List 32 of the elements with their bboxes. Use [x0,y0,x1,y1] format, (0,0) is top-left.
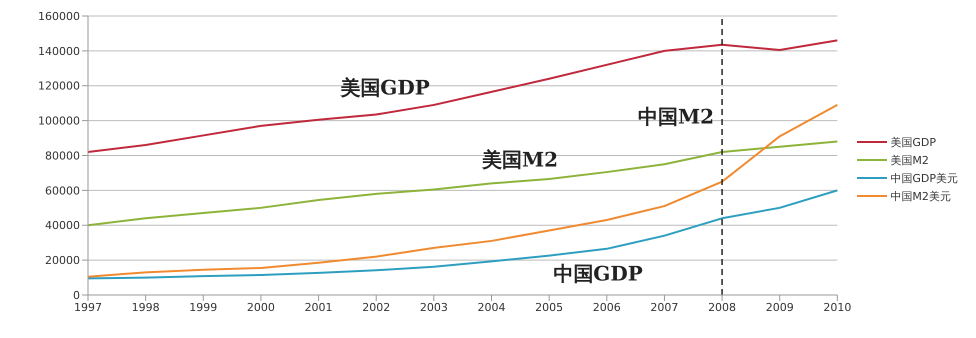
x-tick-label: 1999 [189,300,218,314]
x-tick-label: 2008 [708,300,736,314]
x-tick-label: 2005 [535,300,564,314]
legend-label: 美国GDP [890,134,936,150]
annotation: 中国M2 [638,104,714,130]
line-series [87,140,838,226]
x-tick-label: 2009 [766,300,794,314]
y-tick-label: 120000 [38,80,80,93]
x-tick-label: 2004 [478,300,506,314]
y-tick-label: 100000 [38,114,80,128]
x-tick-label: 2010 [823,300,852,314]
legend-label: 中国GDP美元 [890,170,958,186]
x-tick-label: 2007 [650,300,678,314]
x-tick-label: 1998 [132,300,160,314]
y-tick-label: 80000 [45,149,80,162]
legend-label: 美国M2 [890,152,929,168]
x-tick-label: 2000 [246,300,275,314]
annotation: 美国GDP [340,74,430,102]
y-tick-label: 0 [73,288,80,302]
x-tick-label: 2006 [592,300,621,314]
y-tick-label: 20000 [45,254,80,268]
y-tick-label: 60000 [45,184,80,198]
y-tick-label: 40000 [45,219,80,232]
x-tick-label: 1997 [74,300,102,314]
x-tick-label: 2003 [420,300,448,314]
y-tick-label: 160000 [38,10,80,23]
y-tick-label: 140000 [38,44,80,58]
annotation: 中国GDP [553,260,643,288]
annotation: 美国M2 [482,146,558,174]
x-tick-label: 2001 [304,300,333,314]
legend-label: 中国M2美元 [890,188,951,204]
x-tick-label: 2002 [362,300,390,314]
